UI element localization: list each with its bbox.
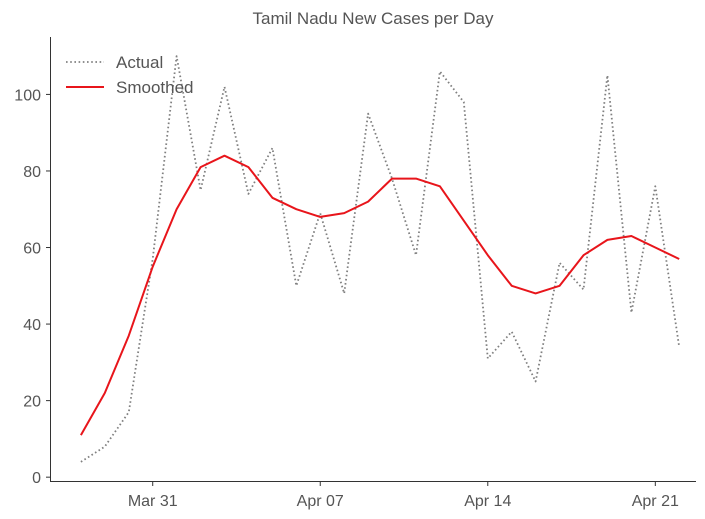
y-tick-label: 20: [23, 394, 41, 411]
x-tick-label: Apr 07: [297, 493, 344, 510]
y-tick-label: 60: [23, 241, 41, 258]
legend-label-smoothed: Smoothed: [116, 78, 194, 97]
legend: Actual Smoothed: [66, 53, 194, 97]
y-tick-label: 100: [14, 87, 41, 104]
x-ticks: Mar 31 Apr 07 Apr 14 Apr 21: [128, 481, 679, 510]
series-line-smoothed: [80, 154, 680, 436]
series-line-actual: [80, 55, 681, 463]
y-ticks: 0 20 40 60 80 100: [14, 87, 51, 487]
series-layer: [80, 55, 681, 463]
chart-title: Tamil Nadu New Cases per Day: [253, 9, 494, 28]
y-tick-label: 80: [23, 164, 41, 181]
y-tick-label: 40: [23, 317, 41, 334]
y-tick-label: 0: [32, 470, 41, 487]
axes: [50, 37, 696, 482]
x-tick-label: Apr 21: [632, 493, 679, 510]
x-tick-label: Apr 14: [464, 493, 511, 510]
legend-label-actual: Actual: [116, 53, 163, 72]
x-tick-label: Mar 31: [128, 493, 178, 510]
